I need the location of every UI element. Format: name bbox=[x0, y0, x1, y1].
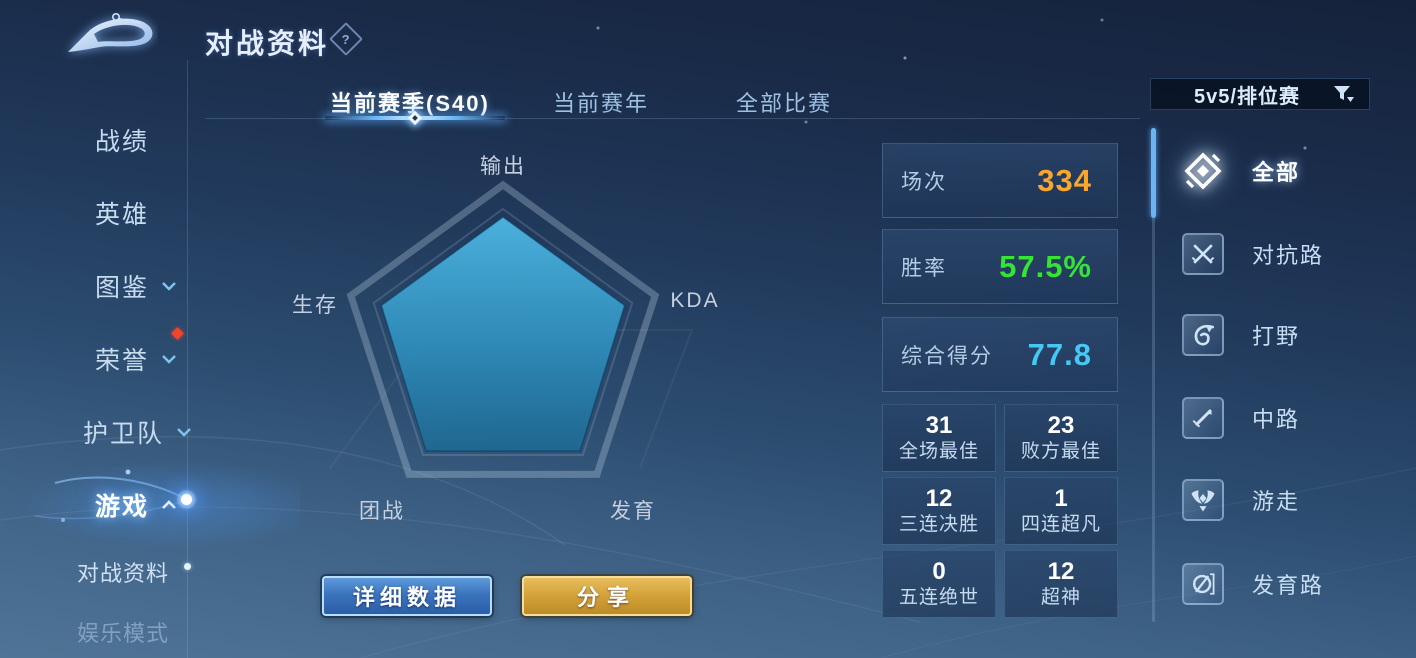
sidebar-item-battle-data[interactable]: 对战资料 bbox=[77, 556, 169, 588]
achievement-cell-mvp: 31 全场最佳 bbox=[882, 404, 996, 472]
achievement-cell-losing-mvp: 23 败方最佳 bbox=[1004, 404, 1118, 472]
mode-filter-dropdown[interactable]: 5v5/排位赛 bbox=[1150, 78, 1370, 110]
radar-axis-teamfight: 团战 bbox=[359, 500, 405, 523]
clash-lane-icon bbox=[1182, 233, 1224, 275]
achievement-cell-penta-kill: 0 五连绝世 bbox=[882, 550, 996, 618]
sidebar-item-honors[interactable]: 荣誉 bbox=[95, 341, 177, 377]
lane-filter-roam[interactable]: 游走 bbox=[1182, 478, 1402, 522]
lane-label: 打野 bbox=[1252, 324, 1301, 349]
tab-all-matches[interactable]: 全部比赛 bbox=[736, 91, 833, 116]
achievement-cell-quadra-kill: 1 四连超凡 bbox=[1004, 477, 1118, 545]
farm-lane-icon bbox=[1182, 563, 1224, 605]
sidebar-item-records[interactable]: 战绩 bbox=[95, 122, 149, 158]
stat-label: 胜率 bbox=[901, 256, 947, 280]
radar-axis-damage: 输出 bbox=[480, 155, 526, 178]
achievement-value: 12 bbox=[925, 485, 953, 512]
sidebar-divider bbox=[187, 60, 188, 658]
sidebar-item-label: 娱乐模式 bbox=[77, 621, 170, 646]
radar-axis-farming: 发育 bbox=[610, 500, 656, 523]
stat-value: 77.8 bbox=[1027, 336, 1092, 372]
tab-current-year[interactable]: 当前赛年 bbox=[553, 91, 650, 116]
sidebar-item-label: 护卫队 bbox=[83, 420, 165, 448]
stat-value: 334 bbox=[1037, 162, 1092, 198]
stat-card-overall-score: 综合得分 77.8 bbox=[882, 317, 1118, 392]
all-lanes-icon bbox=[1184, 152, 1222, 190]
sidebar-item-heroes[interactable]: 英雄 bbox=[95, 195, 149, 231]
sidebar-item-label: 对战资料 bbox=[77, 561, 170, 586]
roam-icon bbox=[1182, 479, 1224, 521]
achievement-label: 四连超凡 bbox=[1020, 514, 1101, 535]
radar-axis-kda: KDA bbox=[670, 289, 720, 312]
radar-inner-ring bbox=[372, 207, 634, 456]
sidebar-item-label: 战绩 bbox=[95, 128, 150, 156]
sidebar-item-games[interactable]: 游戏 bbox=[95, 487, 177, 523]
filter-funnel-icon bbox=[1334, 86, 1354, 102]
sidebar-item-gallery[interactable]: 图鉴 bbox=[95, 268, 177, 304]
sidebar-item-label: 英雄 bbox=[95, 201, 150, 229]
stat-label: 场次 bbox=[901, 170, 947, 194]
chevron-down-icon bbox=[177, 428, 191, 437]
lane-filter-jungle[interactable]: 打野 bbox=[1182, 313, 1402, 357]
tabs-divider-line bbox=[205, 118, 1140, 119]
achievement-label: 全场最佳 bbox=[898, 441, 979, 462]
lane-filter-clash-lane[interactable]: 对抗路 bbox=[1182, 232, 1402, 276]
achievement-cell-triple-kill: 12 三连决胜 bbox=[882, 477, 996, 545]
sidebar-item-label: 游戏 bbox=[95, 493, 150, 521]
lane-label: 中路 bbox=[1252, 407, 1301, 432]
sidebar-item-label: 图鉴 bbox=[95, 274, 150, 302]
stat-card-matches: 场次 334 bbox=[882, 143, 1118, 218]
achievement-label: 超神 bbox=[1040, 587, 1081, 608]
achievement-label: 三连决胜 bbox=[898, 514, 979, 535]
back-home-logo-icon[interactable] bbox=[60, 10, 158, 60]
achievement-value: 12 bbox=[1047, 558, 1075, 585]
achievement-value: 31 bbox=[925, 412, 953, 439]
sidebar-item-escort-team[interactable]: 护卫队 bbox=[83, 414, 192, 450]
lane-label: 全部 bbox=[1252, 160, 1301, 185]
stat-card-win-rate: 胜率 57.5% bbox=[882, 229, 1118, 304]
achievement-value: 1 bbox=[1054, 485, 1068, 512]
tab-current-season[interactable]: 当前赛季(S40) bbox=[330, 91, 490, 116]
achievement-grid: 31 全场最佳 23 败方最佳 12 三连决胜 1 四连超凡 0 五连绝世 12… bbox=[882, 404, 1118, 618]
detailed-data-button[interactable]: 详细数据 bbox=[322, 576, 492, 616]
lane-scrollbar-thumb[interactable] bbox=[1151, 128, 1156, 218]
lane-filter-farm-lane[interactable]: 发育路 bbox=[1182, 562, 1402, 606]
page-title: 对战资料 bbox=[205, 28, 330, 59]
mid-lane-icon bbox=[1182, 397, 1224, 439]
stat-label: 综合得分 bbox=[901, 344, 993, 368]
lane-label: 发育路 bbox=[1252, 573, 1325, 598]
achievement-value: 23 bbox=[1047, 412, 1075, 439]
lane-filter-all[interactable]: 全部 bbox=[1182, 149, 1402, 193]
sidebar-active-indicator bbox=[181, 494, 192, 505]
radar-axis-survival: 生存 bbox=[292, 294, 338, 317]
help-glyph: ? bbox=[342, 31, 350, 47]
chevron-up-icon bbox=[162, 500, 176, 509]
mode-filter-value: 5v5/排位赛 bbox=[1194, 85, 1300, 108]
sidebar-item-casual-modes[interactable]: 娱乐模式 bbox=[77, 616, 169, 648]
radar-chart bbox=[346, 180, 660, 478]
lane-label: 对抗路 bbox=[1252, 243, 1325, 268]
achievement-value: 0 bbox=[932, 558, 946, 585]
stat-value: 57.5% bbox=[999, 248, 1092, 284]
radar-value-area bbox=[380, 216, 626, 452]
lane-scrollbar-track[interactable] bbox=[1152, 128, 1155, 622]
sidebar-item-label: 荣誉 bbox=[95, 347, 150, 375]
share-button[interactable]: 分享 bbox=[522, 576, 692, 616]
radar-outer-ring bbox=[346, 180, 660, 478]
chevron-down-icon bbox=[162, 282, 176, 291]
achievement-label: 五连绝世 bbox=[898, 587, 979, 608]
achievement-cell-legendary: 12 超神 bbox=[1004, 550, 1118, 618]
sidebar-sub-indicator bbox=[184, 563, 191, 570]
achievement-label: 败方最佳 bbox=[1020, 441, 1101, 462]
chevron-down-icon bbox=[162, 355, 176, 364]
jungle-icon bbox=[1182, 314, 1224, 356]
lane-filter-mid-lane[interactable]: 中路 bbox=[1182, 396, 1402, 440]
lane-label: 游走 bbox=[1252, 489, 1301, 514]
